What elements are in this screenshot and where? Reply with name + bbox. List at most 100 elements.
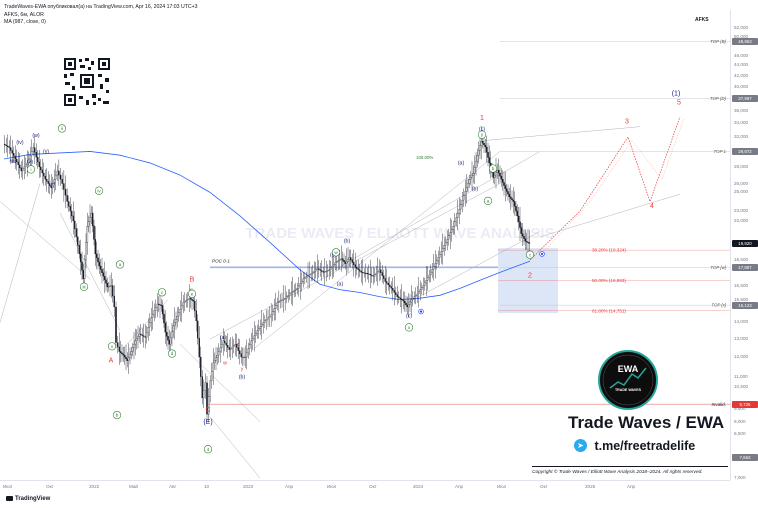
price-tick-label: 16,500 (734, 282, 749, 288)
candle-body (139, 333, 142, 335)
candle-body (316, 268, 318, 270)
ma-line (3, 151, 531, 301)
candle-body (81, 261, 83, 271)
candle-body (347, 259, 349, 262)
candle-body (410, 299, 413, 303)
candle-body (483, 142, 485, 146)
candle-body (101, 269, 103, 273)
candle-body (405, 302, 407, 306)
candle-body (18, 164, 21, 169)
candle-body (201, 376, 203, 399)
copyright-text: Copyright © Trade Waves / Elliott Wave A… (532, 470, 703, 475)
candle-body (238, 350, 241, 354)
tradingview-logo[interactable]: TradingView (6, 496, 50, 502)
candle-body (496, 169, 499, 173)
candle-body (391, 288, 394, 291)
footer: TradingView (0, 494, 758, 508)
candle-body (127, 357, 130, 361)
candle-body (119, 351, 122, 353)
candle-body (449, 232, 451, 236)
candle-body (281, 299, 283, 301)
candle-body (244, 356, 247, 358)
wave-label-6: (c) (479, 127, 485, 133)
price-tick-label: 28,000 (734, 163, 749, 169)
candle-body (213, 360, 216, 363)
candle-body (447, 235, 450, 240)
price-tick-label: 7,000 (734, 475, 746, 480)
candle-body (384, 278, 386, 282)
candle-body (528, 242, 531, 244)
candle-body (59, 174, 62, 180)
candle-body (253, 335, 255, 339)
candle-body (294, 289, 297, 291)
candle-body (515, 206, 517, 212)
wave-circle-33 (525, 250, 535, 259)
telegram-link[interactable]: ➤ t.me/freetradelife (574, 437, 695, 453)
candle-body (91, 212, 94, 226)
candle-body (480, 141, 483, 146)
candle-body (20, 167, 22, 172)
wave-circle-24 (107, 342, 117, 351)
candle-body (296, 288, 298, 290)
date-tick-label: Апр (455, 484, 464, 489)
candle-body (215, 357, 217, 361)
candle-body (438, 254, 441, 258)
candle-body (423, 282, 426, 286)
candle-body (29, 155, 31, 160)
candle-body (206, 382, 208, 415)
candle-body (145, 332, 148, 338)
time-axis[interactable]: Июл Окт 2022 Май Авг 10 2023 Апр Июл Окт 2024 Апр Ию… (0, 480, 730, 495)
price-badge: 9,726 (732, 400, 758, 408)
wave-circle-20 (79, 282, 89, 291)
date-tick-label: Окт (46, 484, 54, 489)
candle-body (87, 221, 90, 227)
candle-body (435, 260, 438, 264)
candle-body (320, 270, 323, 272)
candle-body (379, 269, 382, 273)
poc-label: POC 0-1 (212, 258, 230, 263)
trend-line-4 (254, 151, 501, 349)
wave-label-32: a (487, 198, 490, 203)
candle-body (426, 277, 429, 281)
wave-label-27: 4 (207, 447, 210, 452)
candle-body (113, 295, 116, 308)
trend-line-6 (209, 183, 501, 340)
candle-body (250, 340, 252, 345)
candle-body (505, 188, 508, 192)
candle-body (287, 295, 289, 297)
wave-label-24: v (111, 344, 114, 349)
wave-label-33: c (529, 252, 532, 257)
candle-body (151, 314, 154, 318)
candle-body (204, 382, 206, 391)
candle-body (523, 235, 525, 239)
price-chart[interactable]: TRADE WAVES / ELLIOTT WAVE ANALYSIS POC 0… (0, 0, 730, 480)
candle-body (169, 337, 172, 345)
wave-label-3: (v) (27, 160, 33, 166)
candle-body (14, 156, 16, 160)
date-tick-label: Авг (169, 484, 177, 489)
wave-marker-dot-0 (419, 310, 423, 313)
price-tick-label: 12,000 (734, 354, 749, 360)
candle-body (406, 304, 409, 308)
candle-body (103, 276, 106, 280)
candle-body (497, 169, 500, 174)
candle-body (462, 195, 465, 201)
candle-body (291, 291, 294, 293)
candle-body (425, 280, 427, 284)
price-tick-label: 18,500 (734, 256, 749, 262)
candle-body (225, 342, 227, 346)
candle-body (428, 274, 430, 278)
wave-label-23: e (191, 291, 194, 296)
price-axis[interactable]: 52,00050,00046,00044,00042,00040,00038,0… (730, 10, 758, 480)
candle-body (479, 145, 481, 151)
candle-body (464, 191, 466, 196)
trend-line-8 (484, 126, 641, 141)
candle-body (154, 307, 157, 311)
top-level-label-3: TOP [w] (710, 265, 726, 270)
candle-body (465, 187, 468, 192)
candle-body (461, 199, 463, 205)
ewa-logo-subtext: TRADE WAVES (614, 388, 642, 392)
candle-body (74, 220, 76, 229)
candle-body (105, 279, 107, 284)
wave-label-2: (iii) (10, 159, 17, 165)
